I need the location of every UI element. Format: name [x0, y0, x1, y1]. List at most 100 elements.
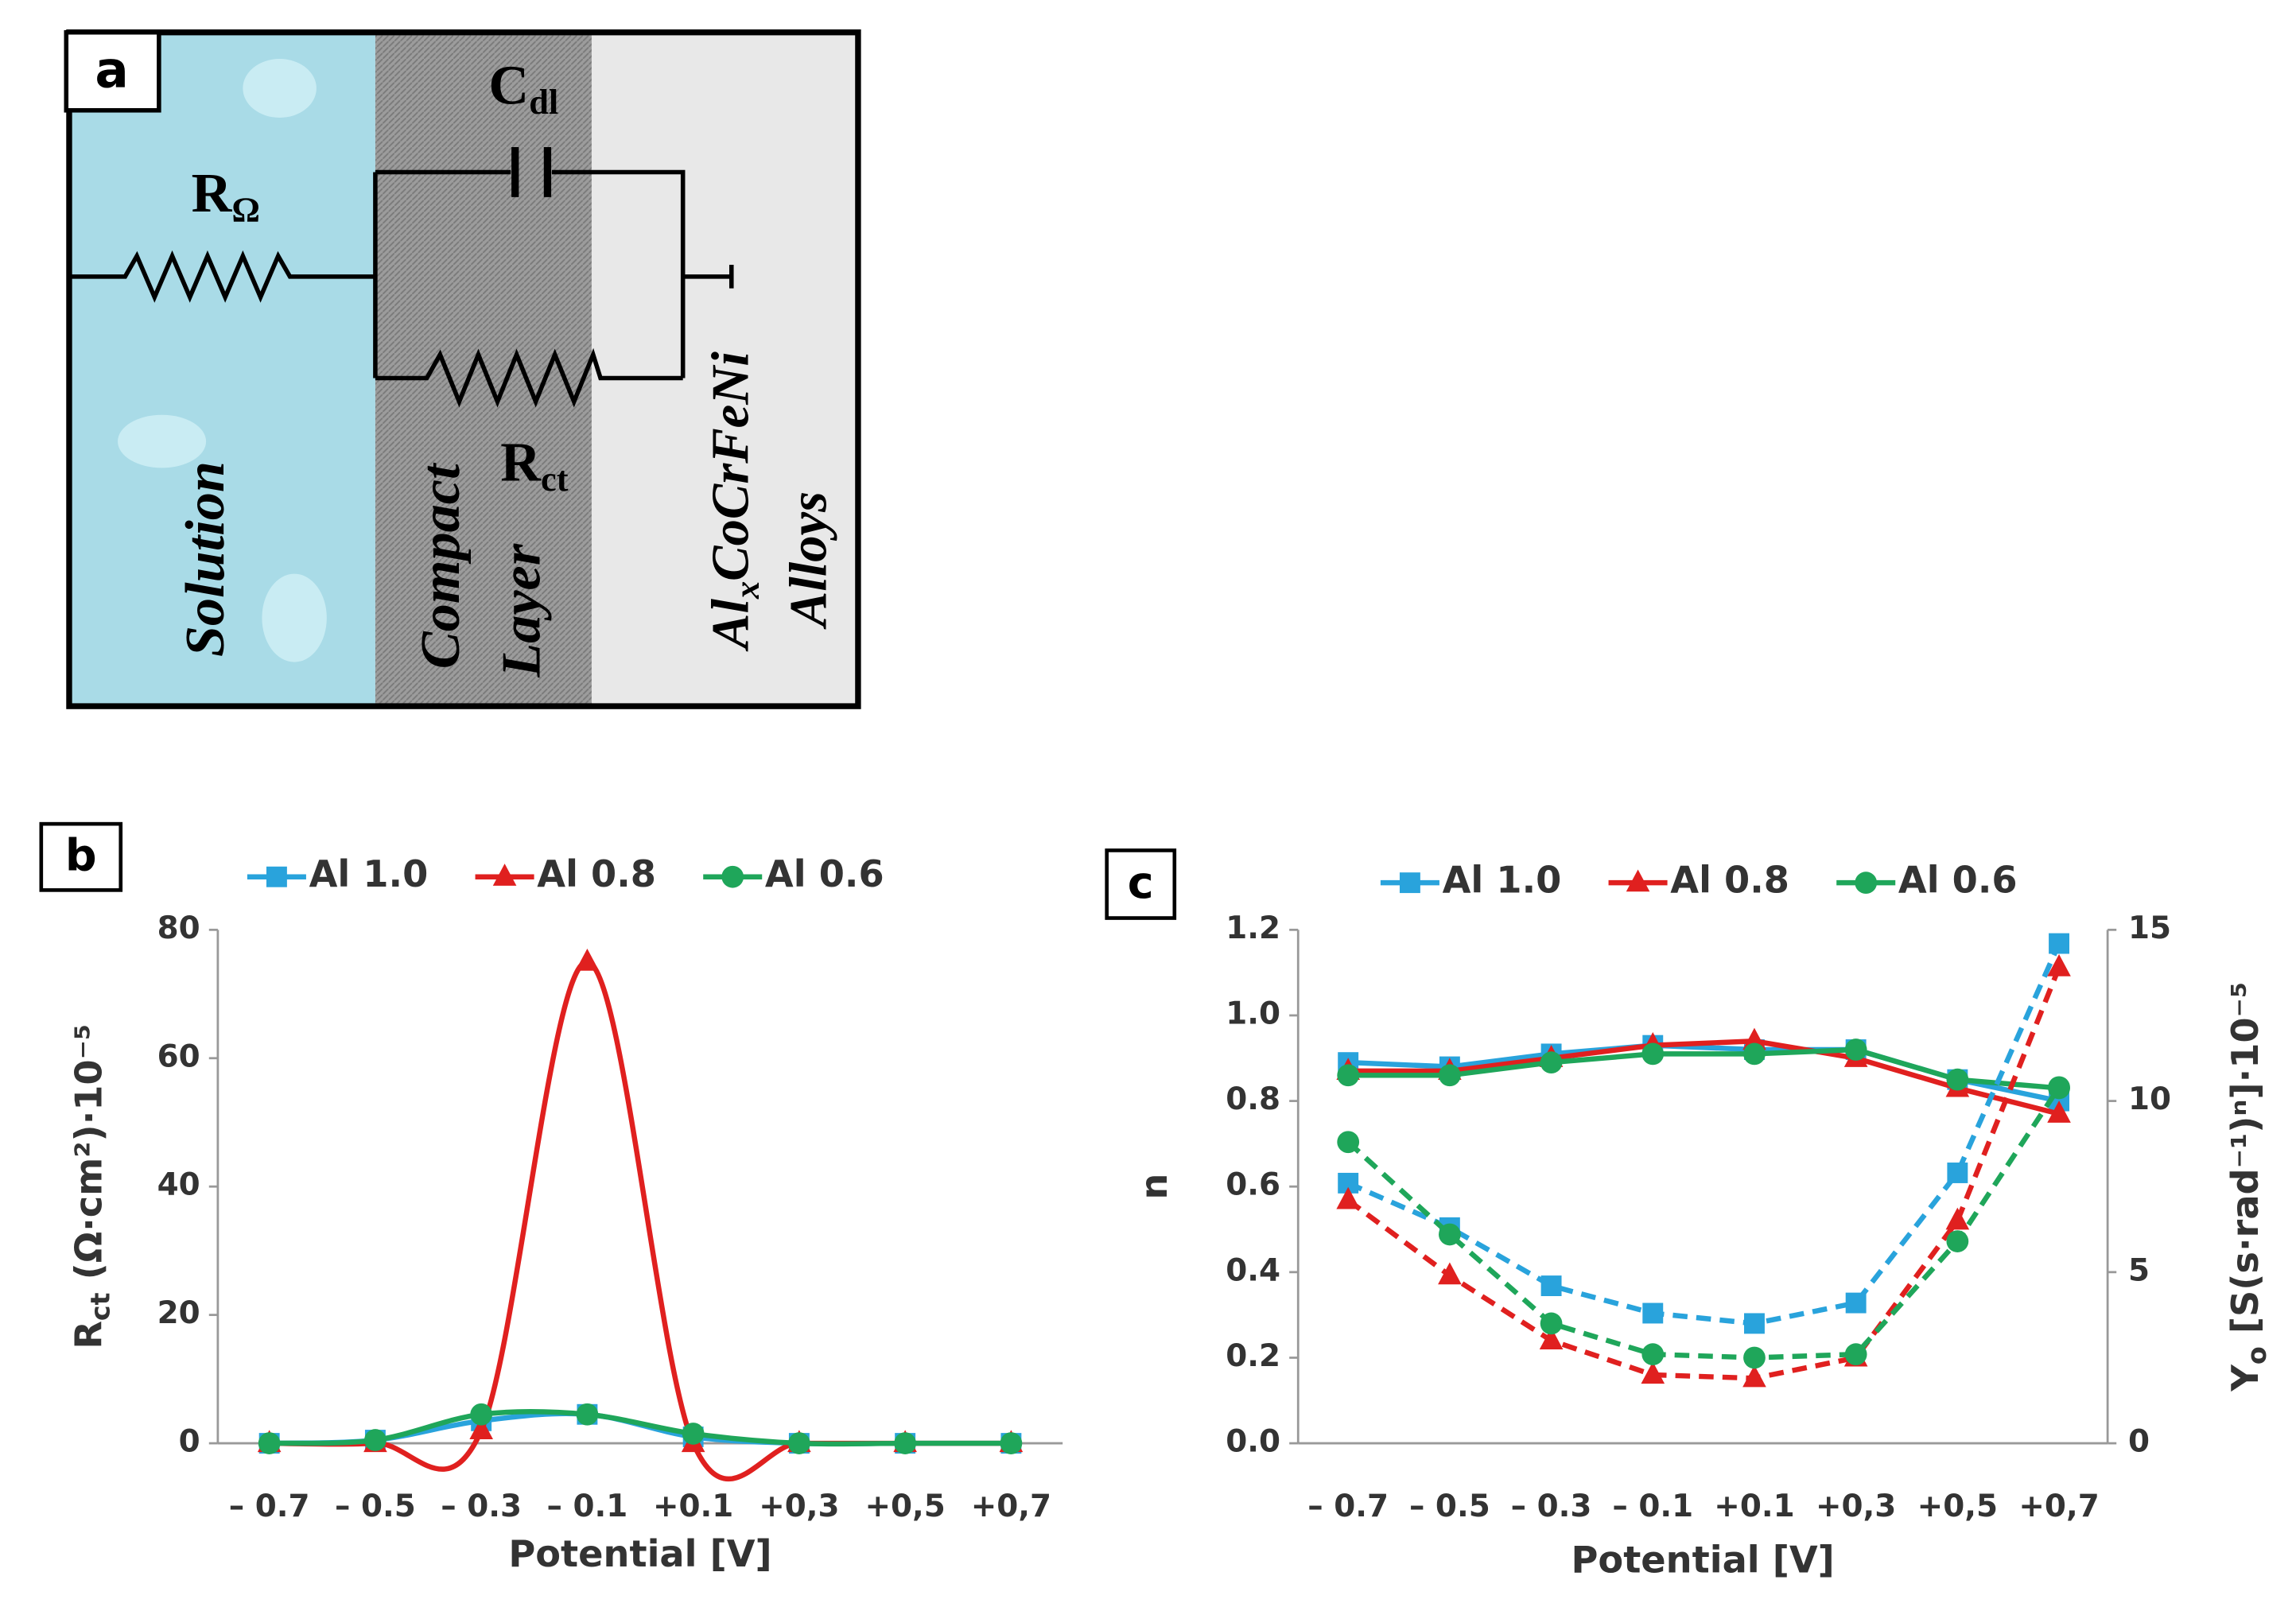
marker — [1439, 1223, 1461, 1246]
marker — [1336, 1186, 1360, 1209]
droplet — [118, 414, 207, 468]
y-axis-label: n — [1132, 1174, 1175, 1200]
cdl-main: C — [488, 55, 529, 117]
marker — [469, 1417, 493, 1440]
alloy-rest: CoCrFeNi — [702, 351, 760, 581]
y-tick-label: 0.4 — [1226, 1252, 1280, 1288]
marker — [1540, 1051, 1563, 1074]
x-tick-label: +0,5 — [1917, 1489, 1998, 1524]
series-line — [269, 959, 1012, 1482]
marker — [1540, 1312, 1563, 1335]
marker — [2047, 1101, 2071, 1123]
y-axis-label: Rct (Ω·cm²)·10⁻⁵ — [67, 1024, 115, 1349]
y-tick-label: 0.8 — [1226, 1081, 1280, 1117]
rohm-sub: Ω — [231, 189, 260, 229]
rct-sub: ct — [541, 459, 569, 499]
marker — [1626, 869, 1650, 892]
marker — [1642, 1302, 1664, 1324]
y2-axis-label: Yo [S(s·rad⁻¹)ⁿ]·10⁻⁵ — [2223, 982, 2271, 1392]
panel-label: b — [65, 830, 97, 882]
marker — [470, 1403, 493, 1426]
marker — [1946, 1068, 1969, 1091]
y-tick-label: 1.0 — [1226, 996, 1280, 1031]
x-tick-label: +0.1 — [1714, 1489, 1794, 1524]
capacitor — [511, 147, 552, 197]
marker — [1641, 1042, 1665, 1066]
y-axis-label-rest: (Ω·cm²)·10⁻⁵ — [67, 1024, 110, 1293]
y-tick-label: 0.6 — [1226, 1167, 1280, 1203]
marker — [1855, 871, 1878, 895]
alloy-label: AlxCoCrFeNi — [702, 351, 767, 652]
droplet — [262, 573, 327, 662]
x-axis-label: Potential [V] — [508, 1532, 771, 1575]
marker — [1946, 1230, 1969, 1252]
y2-tick-label: 10 — [2128, 1081, 2171, 1117]
marker — [2048, 1076, 2070, 1099]
y-tick-label: 1.2 — [1226, 910, 1280, 946]
series-line — [1348, 1046, 2060, 1091]
marker — [2049, 933, 2070, 954]
marker — [1439, 1064, 1461, 1087]
series-line — [269, 1408, 1012, 1447]
marker — [1744, 1313, 1765, 1334]
y-tick-label: 60 — [157, 1038, 200, 1074]
alloy-sub: x — [727, 581, 767, 600]
panel-label-box — [1105, 848, 1177, 920]
x-tick-label: +0,3 — [1816, 1489, 1896, 1524]
compact-label: Compact — [410, 462, 472, 669]
x-tick-label: – 0.7 — [229, 1489, 310, 1524]
alloy-main: Al — [702, 599, 760, 652]
series-line — [1346, 942, 2062, 1326]
droplet — [243, 59, 317, 118]
panel-border — [66, 29, 861, 709]
marker — [1337, 1131, 1360, 1154]
marker — [1947, 1163, 1968, 1183]
cdl-label: Cdl — [488, 55, 558, 122]
x-tick-label: – 0.5 — [1409, 1489, 1490, 1524]
panel-label-box — [64, 29, 161, 113]
marker — [1337, 1064, 1360, 1087]
y2-axis-label-sub: o — [2240, 1346, 2271, 1364]
layer-label: Layer — [491, 543, 553, 677]
legend-label: Al 0.8 — [537, 852, 656, 895]
marker — [576, 1403, 599, 1426]
marker — [1945, 1207, 1970, 1230]
legend-label: Al 0.6 — [765, 852, 884, 895]
y-tick-label: 0.0 — [1226, 1424, 1280, 1460]
cdl-sub: dl — [529, 82, 558, 122]
y-tick-label: 0 — [179, 1424, 200, 1460]
x-tick-label: +0,5 — [864, 1489, 945, 1524]
y-tick-label: 0.2 — [1226, 1338, 1280, 1374]
circuit-wires — [68, 169, 734, 408]
x-tick-label: – 0.3 — [441, 1489, 522, 1524]
y2-tick-label: 0 — [2128, 1424, 2150, 1460]
y-axis-label-main: R — [67, 1321, 110, 1349]
marker — [721, 865, 744, 888]
x-tick-label: +0,3 — [759, 1489, 839, 1524]
marker — [894, 1432, 917, 1454]
panel-a: a Cdl RΩ Rct Solution Compact Layer AlxC… — [64, 29, 861, 709]
series-line — [1346, 966, 2062, 1381]
panel-label: c — [1128, 857, 1154, 909]
x-tick-label: – 0.3 — [1511, 1489, 1592, 1524]
x-axis-label: Potential [V] — [1571, 1538, 1835, 1581]
panel-label: a — [95, 41, 128, 99]
marker — [1539, 1327, 1564, 1350]
y2-tick-label: 15 — [2128, 910, 2171, 946]
y2-tick-label: 5 — [2128, 1252, 2150, 1288]
x-tick-label: – 0.5 — [335, 1489, 416, 1524]
marker — [1743, 1346, 1766, 1369]
x-tick-label: +0.1 — [653, 1489, 733, 1524]
marker — [788, 1432, 810, 1454]
legend-label: Al 1.0 — [309, 852, 429, 895]
y-tick-label: 80 — [157, 910, 200, 946]
legend-label: Al 1.0 — [1443, 859, 1562, 902]
y2-axis-label-main: Y — [2223, 1364, 2266, 1392]
rohm-main: R — [192, 162, 233, 224]
marker — [2047, 954, 2071, 976]
x-tick-label: – 0.7 — [1307, 1489, 1389, 1524]
rct-main: R — [500, 432, 542, 494]
alloy-region — [591, 32, 858, 707]
alloys-label: Alloys — [780, 491, 838, 630]
